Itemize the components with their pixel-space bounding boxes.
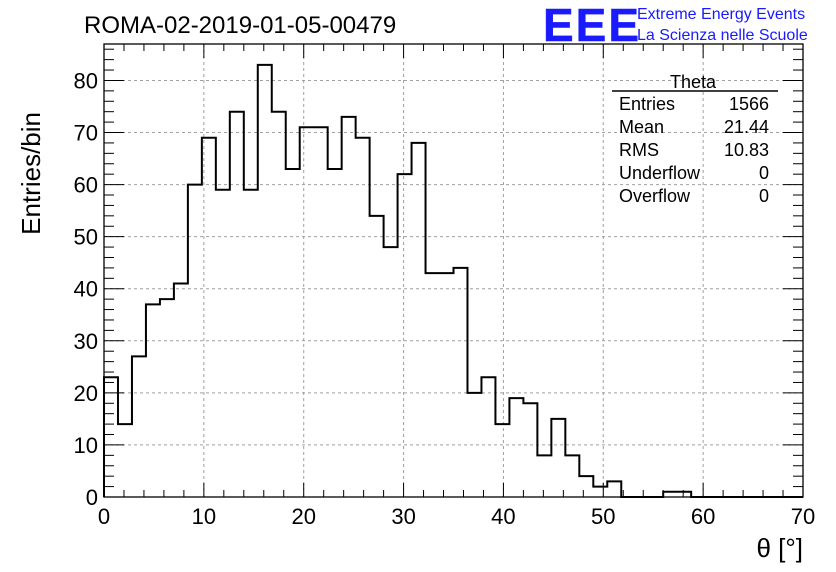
- stats-box: Theta Entries 1566 Mean 21.44 RMS 10.83 Underf…: [612, 72, 778, 206]
- x-tick-label: 70: [791, 504, 815, 529]
- logo-line-1: Extreme Energy Events: [637, 6, 805, 23]
- stats-row-value: 0: [759, 163, 769, 183]
- x-tick-label: 40: [491, 504, 515, 529]
- grid-lines: [104, 44, 803, 497]
- x-tick-label: 20: [291, 504, 315, 529]
- stats-row-value: 0: [759, 186, 769, 206]
- x-axis-label: θ [°]: [756, 533, 803, 563]
- x-tick-label: 30: [391, 504, 415, 529]
- x-tick-label: 50: [591, 504, 615, 529]
- plot-frame: [103, 43, 804, 498]
- histogram-line: [103, 63, 803, 498]
- y-tick-label: 10: [74, 433, 98, 458]
- y-tick-label: 70: [74, 121, 98, 146]
- x-tick-label: 10: [192, 504, 216, 529]
- stats-row-label: RMS: [619, 140, 659, 160]
- y-tick-label: 60: [74, 173, 98, 198]
- eee-logo-text: EEE: [543, 0, 641, 51]
- y-axis-label: Entries/bin: [16, 112, 46, 235]
- x-tick-label: 60: [691, 504, 715, 529]
- logo-line-2: La Scienza nelle Scuole: [637, 27, 808, 44]
- y-tick-label: 50: [74, 225, 98, 250]
- stats-row-label: Entries: [619, 94, 675, 114]
- stats-row-value: 1566: [729, 94, 769, 114]
- chart-title: ROMA-02-2019-01-05-00479: [84, 12, 396, 39]
- stats-row-label: Underflow: [619, 163, 701, 183]
- stats-title: Theta: [670, 72, 717, 92]
- stats-row-value: 21.44: [724, 117, 769, 137]
- stats-rows: Entries 1566 Mean 21.44 RMS 10.83 Underflow 0 Ov…: [619, 94, 769, 206]
- x-tick-label: 0: [98, 504, 110, 529]
- stats-row-label: Mean: [619, 117, 664, 137]
- y-tick-label: 20: [74, 381, 98, 406]
- x-tick-labels: 0 10 20 30 40 50 60 70: [98, 504, 815, 529]
- y-tick-label: 80: [74, 68, 98, 93]
- stats-row-value: 10.83: [724, 140, 769, 160]
- y-tick-labels: 0 10 20 30 40 50 60 70 80: [74, 68, 98, 510]
- y-tick-label: 30: [74, 329, 98, 354]
- y-tick-label: 40: [74, 277, 98, 302]
- stats-row-label: Overflow: [619, 186, 691, 206]
- eee-logo: EEE Extreme Energy Events La Scienza nel…: [543, 0, 808, 51]
- y-tick-label: 0: [86, 485, 98, 510]
